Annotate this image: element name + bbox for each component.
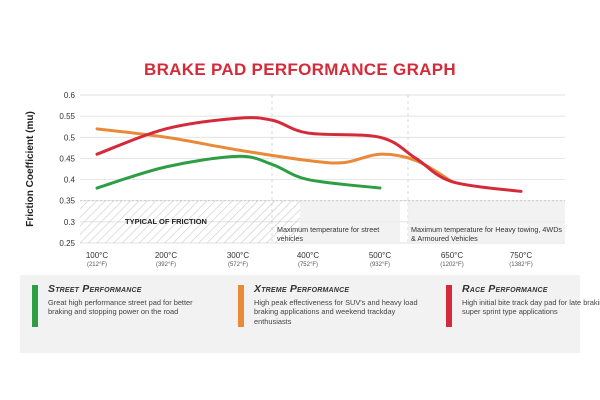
series-line-street	[95, 154, 382, 190]
legend-swatch-race	[446, 285, 452, 327]
chart-title: BRAKE PAD PERFORMANCE GRAPH	[144, 60, 456, 79]
legend-desc-street: Great high performance street pad for be…	[48, 298, 193, 317]
x-tick-sublabel: (1202°F)	[440, 262, 463, 268]
x-tick-label: 650°C	[441, 251, 464, 260]
y-tick-label: 0.3	[64, 218, 76, 227]
legend-item-street: Street Performance Great high performanc…	[32, 283, 212, 343]
x-tick-sublabel: (212°F)	[87, 262, 107, 268]
y-tick-label: 0.5	[64, 133, 76, 142]
legend-item-xtreme: Xtreme Performance High peak effectivene…	[238, 283, 418, 343]
legend-panel	[20, 275, 580, 353]
annotation-street-max: Maximum temperature for street vehicles	[277, 225, 379, 243]
legend-name-street: Street Performance	[48, 283, 142, 295]
y-tick-label: 0.35	[59, 197, 75, 206]
series-line-xtreme	[95, 127, 454, 184]
x-tick-sublabel: (1382°F)	[509, 262, 532, 268]
x-tick-sublabel: (752°F)	[298, 262, 318, 268]
x-tick-sublabel: (572°F)	[228, 262, 248, 268]
x-tick-label: 200°C	[155, 251, 178, 260]
street-max-band	[300, 200, 400, 243]
x-tick-sublabel: (392°F)	[156, 262, 176, 268]
y-tick-label: 0.25	[59, 239, 75, 248]
annotation-typical-friction: TYPICAL OF FRICTION	[125, 217, 207, 226]
x-tick-sublabel: (932°F)	[370, 262, 390, 268]
legend-name-xtreme: Xtreme Performance	[254, 283, 350, 295]
x-tick-label: 100°C	[86, 251, 109, 260]
legend-swatch-xtreme	[238, 285, 244, 327]
legend-swatch-street	[32, 285, 38, 327]
y-tick-label: 0.55	[59, 112, 75, 121]
y-tick-label: 0.45	[59, 154, 75, 163]
y-tick-label: 0.6	[64, 91, 76, 100]
heavy-max-band	[408, 200, 565, 243]
series-line-race	[95, 116, 523, 193]
x-tick-label: 500°C	[369, 251, 392, 260]
y-axis-label: Friction Coefficient (mu)	[25, 111, 36, 227]
annotation-heavy-max: Maximum temperature for Heavy towing, 4W…	[411, 225, 562, 243]
y-tick-label: 0.4	[64, 176, 76, 185]
x-tick-label: 300°C	[227, 251, 250, 260]
typical-friction-band	[80, 200, 300, 243]
legend-desc-race: High initial bite track day pad for late…	[462, 298, 600, 317]
x-tick-label: 400°C	[297, 251, 320, 260]
legend-desc-xtreme: High peak effectiveness for SUV's and he…	[254, 298, 418, 326]
legend-item-race: Race Performance High initial bite track…	[446, 283, 600, 343]
x-tick-label: 750°C	[510, 251, 533, 260]
legend-name-race: Race Performance	[462, 283, 548, 295]
